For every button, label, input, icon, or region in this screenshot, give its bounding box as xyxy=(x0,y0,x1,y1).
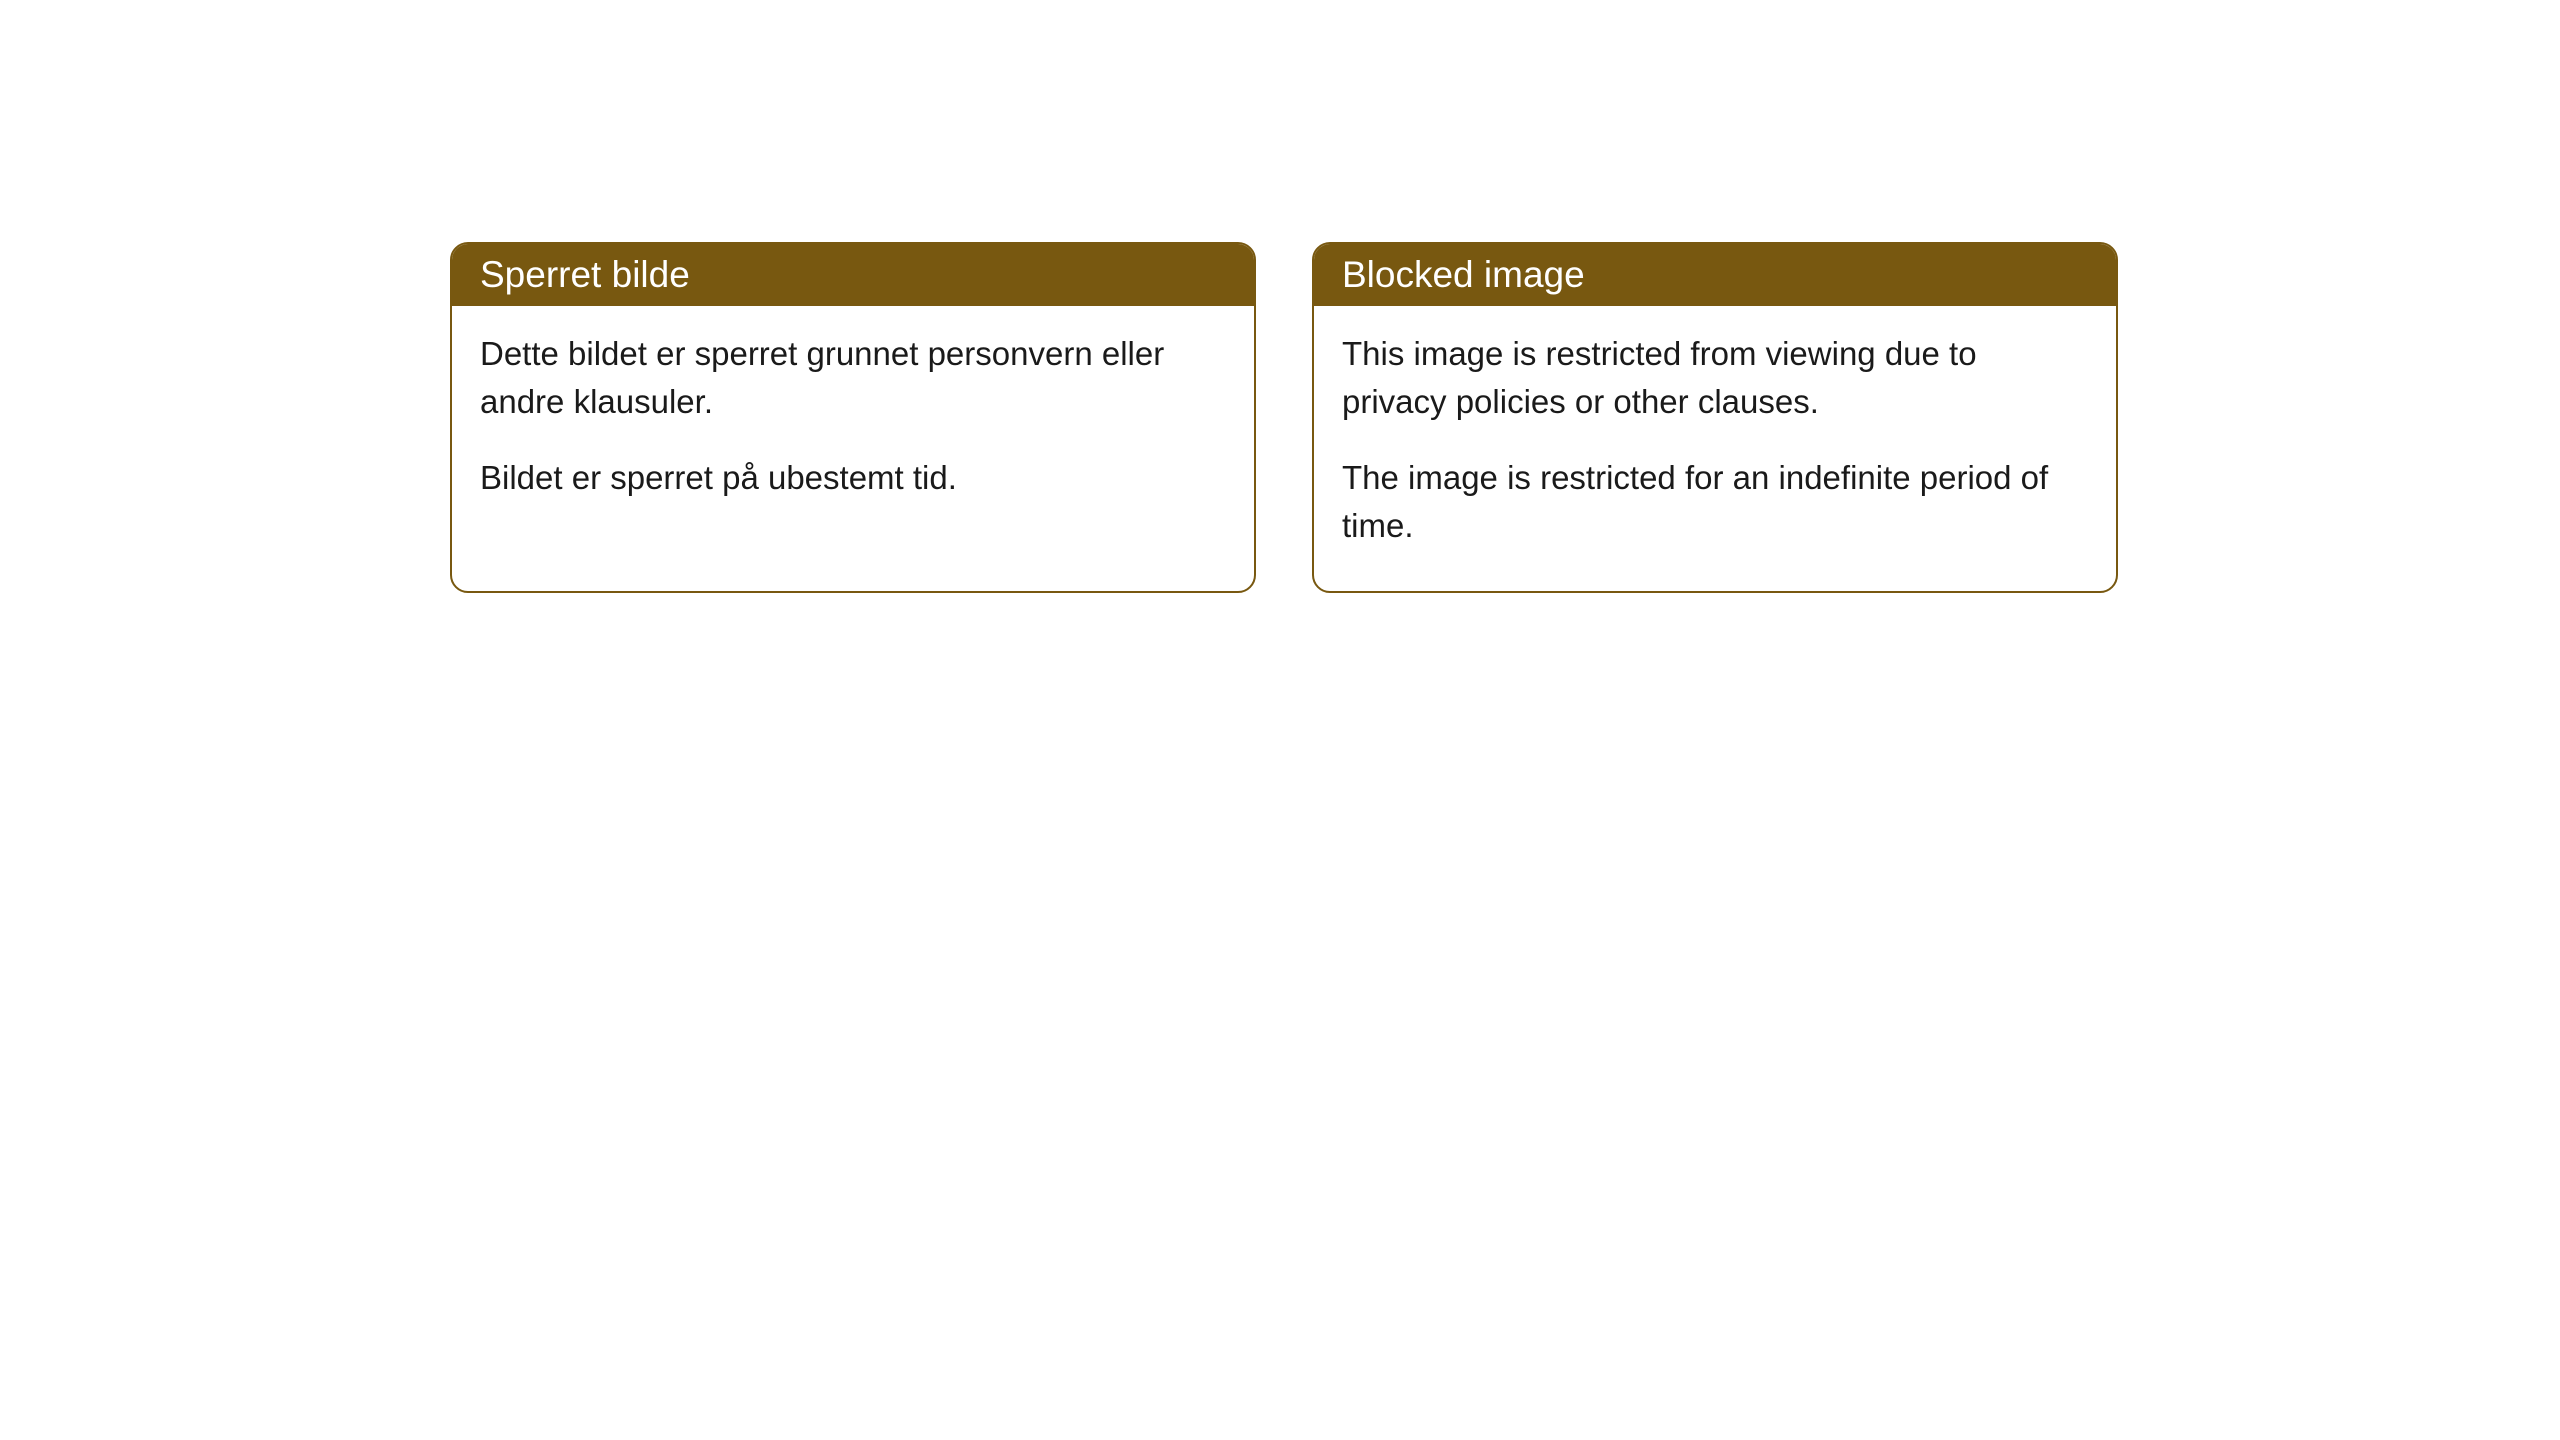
card-body-norwegian: Dette bildet er sperret grunnet personve… xyxy=(452,306,1254,544)
card-paragraph-2-english: The image is restricted for an indefinit… xyxy=(1342,454,2088,550)
card-english: Blocked image This image is restricted f… xyxy=(1312,242,2118,593)
card-header-english: Blocked image xyxy=(1314,244,2116,306)
card-header-norwegian: Sperret bilde xyxy=(452,244,1254,306)
card-title-norwegian: Sperret bilde xyxy=(480,254,690,295)
card-title-english: Blocked image xyxy=(1342,254,1585,295)
card-paragraph-2-norwegian: Bildet er sperret på ubestemt tid. xyxy=(480,454,1226,502)
cards-container: Sperret bilde Dette bildet er sperret gr… xyxy=(450,242,2118,593)
card-paragraph-1-english: This image is restricted from viewing du… xyxy=(1342,330,2088,426)
card-norwegian: Sperret bilde Dette bildet er sperret gr… xyxy=(450,242,1256,593)
card-paragraph-1-norwegian: Dette bildet er sperret grunnet personve… xyxy=(480,330,1226,426)
card-body-english: This image is restricted from viewing du… xyxy=(1314,306,2116,591)
